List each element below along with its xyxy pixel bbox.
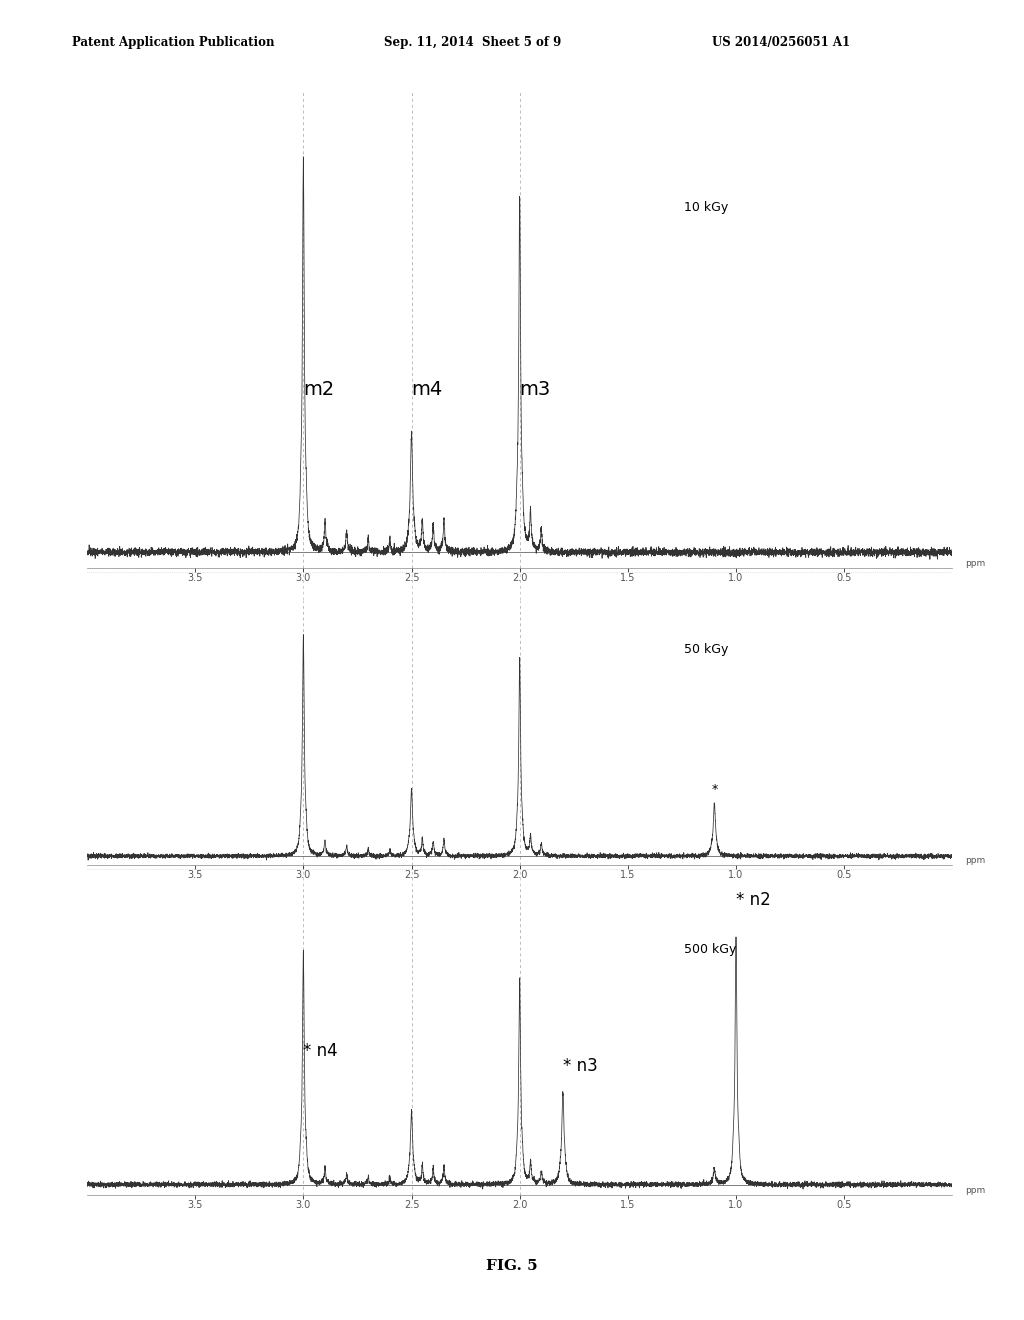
Text: Sep. 11, 2014  Sheet 5 of 9: Sep. 11, 2014 Sheet 5 of 9 [384, 36, 561, 49]
Text: 50 kGy: 50 kGy [684, 643, 728, 656]
Text: Patent Application Publication: Patent Application Publication [72, 36, 274, 49]
Text: ppm: ppm [966, 558, 985, 568]
Text: 500 kGy: 500 kGy [684, 942, 736, 956]
Text: FIG. 5: FIG. 5 [486, 1259, 538, 1272]
Text: *: * [712, 784, 718, 796]
Text: * n3: * n3 [563, 1056, 598, 1074]
Text: m2: m2 [303, 380, 335, 399]
Text: m3: m3 [519, 380, 551, 399]
Text: 10 kGy: 10 kGy [684, 201, 728, 214]
Text: ppm: ppm [966, 855, 985, 865]
Text: m4: m4 [412, 380, 442, 399]
Text: ppm: ppm [966, 1185, 985, 1195]
Text: US 2014/0256051 A1: US 2014/0256051 A1 [712, 36, 850, 49]
Text: * n2: * n2 [736, 891, 771, 909]
Text: * n4: * n4 [303, 1041, 338, 1060]
